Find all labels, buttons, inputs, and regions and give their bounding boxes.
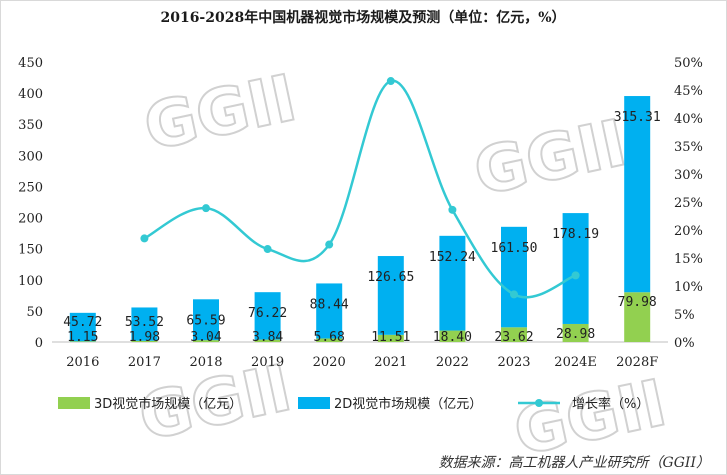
data-label-3d: 79.98 (618, 295, 657, 310)
y-right-tick-label: 0% (674, 336, 695, 351)
bar-2d (501, 226, 527, 328)
bar-2d (562, 213, 589, 324)
y-left-tick-label: 150 (18, 243, 43, 258)
y-right-tick-label: 15% (674, 252, 703, 267)
chart-title: 2016-2028年中国机器视觉市场规模及预测（单位：亿元，%） (160, 9, 565, 26)
x-tick-label: 2028F (616, 355, 658, 370)
growth-point (140, 234, 149, 243)
y-right-tick-label: 30% (674, 168, 703, 183)
x-tick-label: 2019 (251, 355, 284, 370)
bars (69, 96, 651, 342)
x-tick-label: 2024E (554, 355, 597, 370)
data-label-3d: 1.98 (129, 330, 160, 345)
data-label-2d: 65.59 (186, 313, 225, 328)
bar-3d (624, 292, 651, 342)
y-left-tick-label: 50 (26, 305, 43, 320)
legend-swatch-2d (298, 397, 330, 409)
bar-3d (316, 338, 343, 342)
y-right-tick-label: 35% (674, 140, 703, 155)
data-label-2d: 53.52 (125, 315, 164, 330)
y-left-tick-label: 350 (18, 118, 43, 133)
data-label-2d: 178.19 (552, 227, 599, 242)
legend-label-2d: 2D视觉市场规模（亿元） (334, 396, 482, 412)
y-left-tick-label: 250 (18, 180, 43, 195)
data-label-2d: 126.65 (367, 270, 414, 285)
bar-3d (131, 340, 158, 342)
growth-point (510, 290, 518, 299)
data-label-3d: 5.68 (314, 330, 345, 345)
growth-line-path (143, 79, 577, 299)
y-left-tick-label: 450 (18, 56, 43, 71)
x-tick-label: 2021 (374, 355, 407, 370)
y-right-tick-label: 25% (674, 196, 703, 211)
bar-3d (501, 327, 527, 342)
bar-2d (131, 307, 158, 341)
data-label-3d: 3.04 (190, 330, 221, 345)
data-label-3d: 1.15 (67, 330, 98, 345)
legend: 3D视觉市场规模（亿元） 2D视觉市场规模（亿元） 增长率（%） (58, 396, 649, 412)
bar-3d (439, 330, 466, 342)
growth-point (448, 205, 457, 214)
data-label-3d: 23.62 (494, 330, 533, 345)
x-tick-label: 2016 (66, 355, 99, 370)
data-label-2d: 161.50 (491, 241, 538, 256)
data-label-3d: 18.40 (433, 330, 472, 345)
bar-3d (254, 339, 281, 342)
bar-3d (193, 340, 219, 342)
growth-point (263, 245, 272, 254)
legend-swatch-3d (58, 397, 90, 409)
data-label-3d: 3.84 (252, 330, 283, 345)
x-tick-label: 2022 (436, 355, 469, 370)
bar-2d (439, 235, 466, 331)
bar-2d (377, 256, 404, 335)
x-tick-label: 2020 (313, 355, 346, 370)
axes: 0 50 100 150 200 250 300 350 400 450 0% 5% 10% 15% 20%… (18, 56, 703, 370)
y-left-tick-label: 300 (18, 149, 43, 164)
y-left-tick-label: 200 (18, 212, 43, 227)
growth-point (571, 271, 580, 280)
y-right-tick-label: 20% (674, 224, 703, 239)
bar-2d (316, 283, 343, 339)
legend-label-3d: 3D视觉市场规模（亿元） (94, 396, 242, 412)
bar-3d (562, 323, 589, 342)
growth-point (386, 77, 395, 86)
data-label-3d: 28.98 (556, 327, 595, 342)
bar-3d (69, 341, 96, 342)
bar-2d (193, 299, 219, 341)
data-label-2d: 315.31 (614, 110, 661, 125)
bar-3d (377, 334, 404, 342)
data-label-2d: 76.22 (248, 306, 287, 321)
data-label-2d: 88.44 (310, 297, 349, 312)
x-tick-label: 2023 (497, 355, 530, 370)
y-right-tick-label: 40% (674, 112, 703, 127)
y-left-tick-label: 0 (35, 336, 43, 351)
data-label-2d: 45.72 (63, 315, 102, 330)
y-right-tick-label: 10% (674, 280, 703, 295)
y-right-tick-label: 45% (674, 84, 703, 99)
growth-point (325, 240, 334, 249)
legend-marker-growth (535, 399, 543, 407)
growth-point (202, 204, 210, 213)
y-right-tick-label: 5% (674, 308, 695, 323)
bar-2d (69, 312, 96, 342)
data-label-3d: 11.51 (371, 330, 410, 345)
bar-2d (624, 96, 651, 293)
y-left-tick-label: 400 (18, 87, 43, 102)
x-tick-label: 2018 (189, 355, 222, 370)
data-labels: 45.721.15 53.521.98 65.59 3.04 76.22 3.84 88.4… (63, 110, 660, 345)
bar-2d (254, 292, 281, 340)
x-tick-label: 2017 (128, 355, 161, 370)
legend-label-growth: 增长率（%） (572, 396, 649, 412)
source-note: 数据来源：高工机器人产业研究所（GGII） (439, 455, 710, 471)
y-right-tick-label: 50% (674, 56, 703, 71)
growth-line (140, 77, 580, 299)
y-left-tick-label: 100 (18, 274, 43, 289)
data-label-2d: 152.24 (429, 250, 476, 265)
